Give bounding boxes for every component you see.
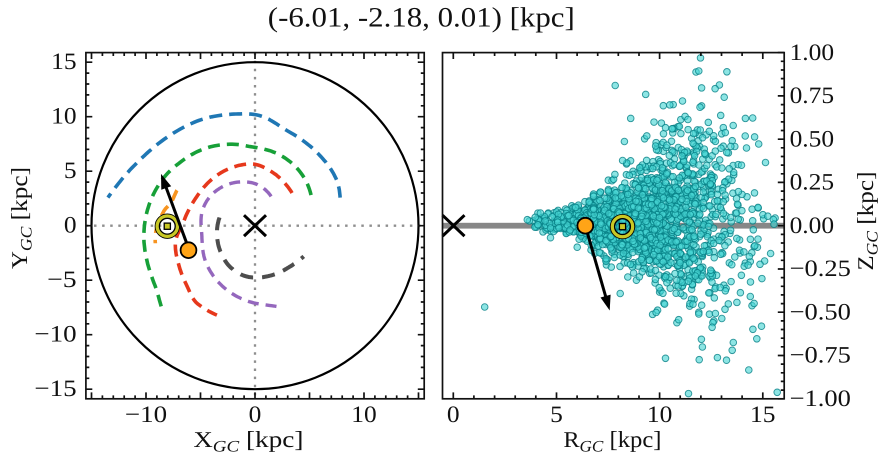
svg-text:−15: −15 [34, 376, 76, 402]
svg-text:−0.25: −0.25 [790, 256, 851, 282]
svg-text:−5: −5 [47, 267, 77, 293]
svg-text:YGC [kpc]: YGC [kpc] [7, 167, 36, 269]
svg-text:0.75: 0.75 [790, 83, 835, 109]
svg-text:10: 10 [351, 402, 376, 428]
svg-text:ZGC [kpc]: ZGC [kpc] [853, 172, 882, 271]
svg-text:10: 10 [647, 402, 672, 428]
svg-text:15: 15 [51, 49, 76, 75]
svg-text:5: 5 [64, 158, 77, 184]
svg-text:−1.00: −1.00 [790, 386, 851, 412]
svg-text:10: 10 [51, 104, 76, 130]
svg-text:0.25: 0.25 [790, 170, 835, 196]
svg-text:(-6.01, -2.18, 0.01) [kpc]: (-6.01, -2.18, 0.01) [kpc] [268, 3, 575, 34]
svg-text:RGC [kpc]: RGC [kpc] [564, 427, 662, 456]
svg-text:XGC [kpc]: X GC [kpc] [194, 427, 304, 456]
svg-text:−10: −10 [34, 322, 76, 348]
svg-text:1.00: 1.00 [790, 40, 835, 66]
svg-text:0: 0 [64, 213, 77, 239]
svg-text:5: 5 [550, 402, 563, 428]
svg-text:0: 0 [249, 402, 262, 428]
svg-text:15: 15 [750, 402, 775, 428]
svg-text:−0.50: −0.50 [790, 299, 851, 325]
svg-text:0.00: 0.00 [790, 213, 835, 239]
svg-text:0.50: 0.50 [790, 126, 835, 152]
svg-text:−10: −10 [125, 402, 167, 428]
svg-text:−0.75: −0.75 [790, 343, 851, 369]
svg-text:0: 0 [447, 402, 460, 428]
